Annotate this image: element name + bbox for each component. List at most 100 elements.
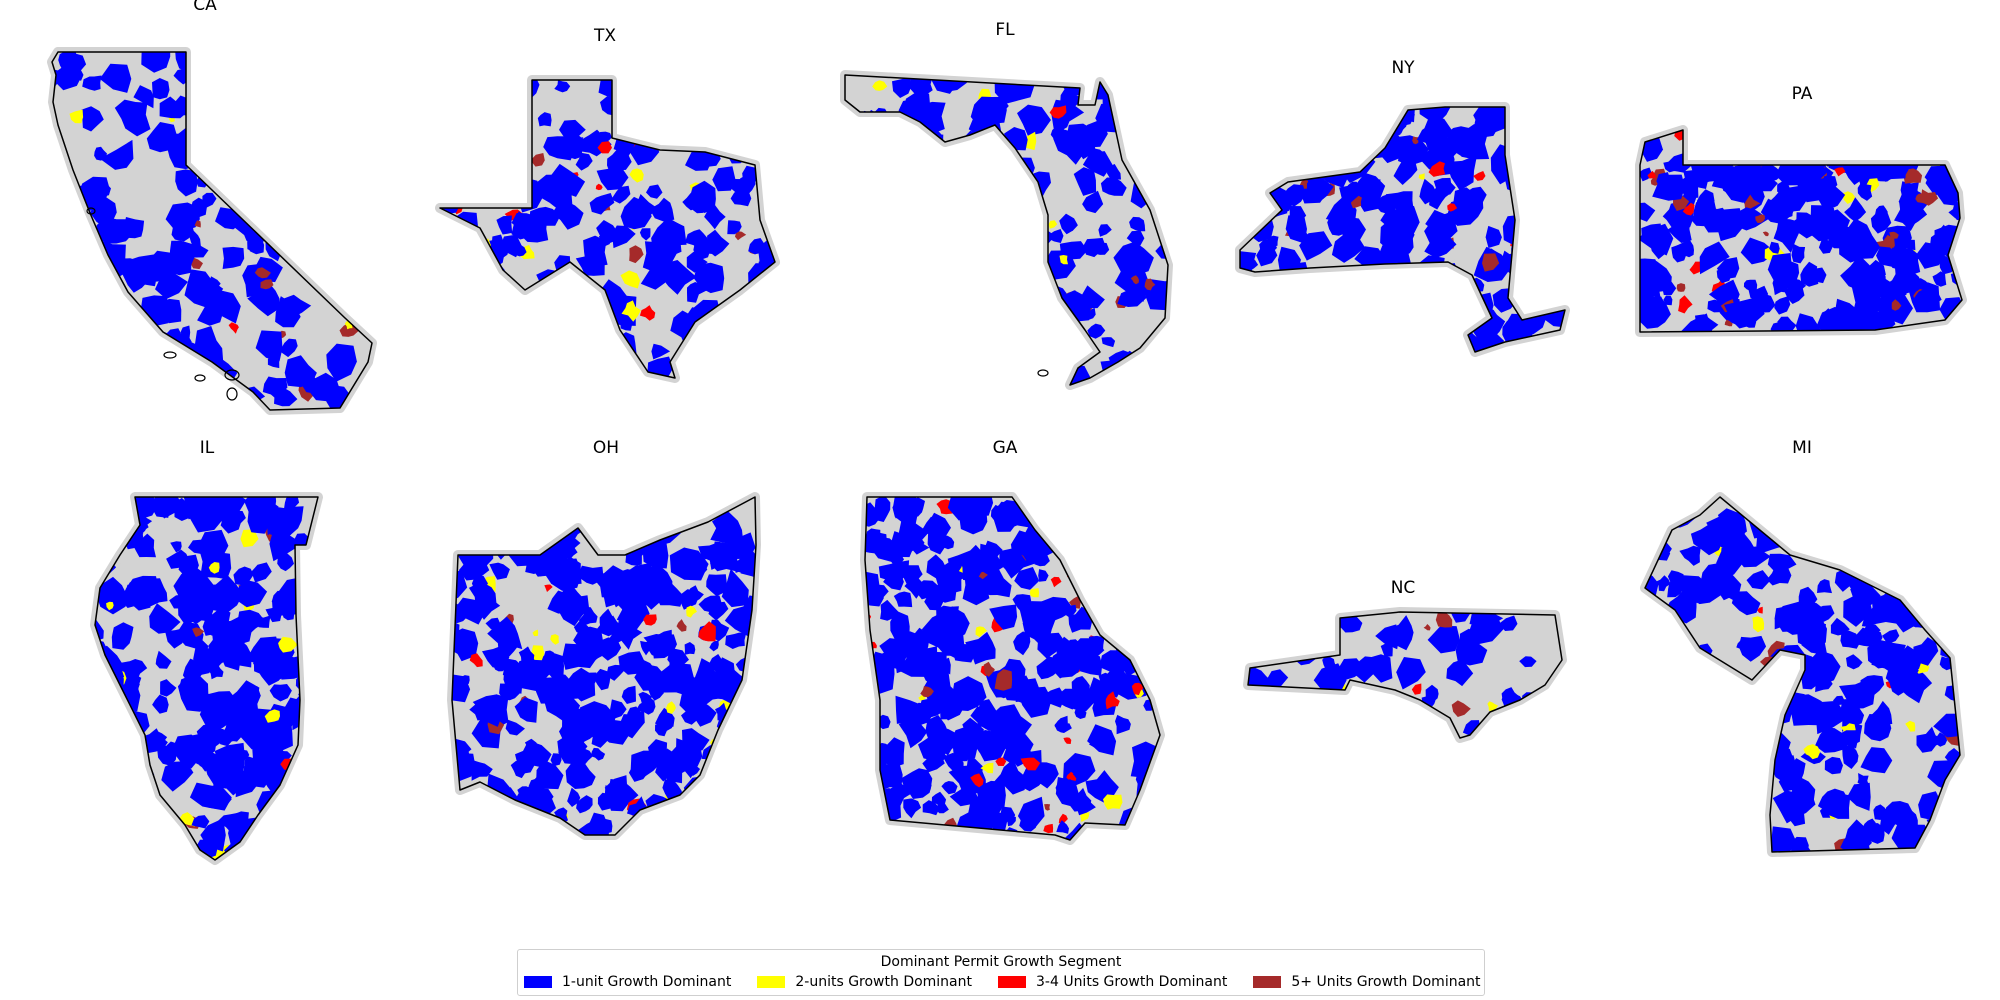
region-blue xyxy=(496,215,513,235)
region-blue xyxy=(573,618,589,635)
region-blue xyxy=(695,805,729,831)
region-blue xyxy=(1074,706,1087,719)
region-blue xyxy=(1323,278,1355,301)
region-blue xyxy=(529,537,564,577)
region-blue xyxy=(95,811,118,843)
region-yellow xyxy=(498,514,519,534)
region-blue xyxy=(189,782,232,811)
region-blue xyxy=(300,130,330,162)
region-blue xyxy=(1419,334,1433,352)
region-blue xyxy=(738,788,756,817)
region-blue xyxy=(1441,320,1464,338)
region-blue xyxy=(732,307,759,333)
region-blue xyxy=(299,738,318,771)
region-blue xyxy=(1840,698,1865,732)
region-red xyxy=(499,820,505,825)
region-blue xyxy=(440,134,461,166)
region-blue xyxy=(660,108,688,138)
region-blue xyxy=(893,262,913,279)
region-brown xyxy=(1534,261,1551,279)
region-blue xyxy=(1241,165,1267,188)
region-blue xyxy=(1913,637,1939,666)
region-blue xyxy=(1336,275,1359,295)
region-blue xyxy=(952,270,976,291)
region-blue xyxy=(1106,164,1121,180)
region-blue xyxy=(1780,758,1806,788)
region-blue xyxy=(636,751,656,773)
region-yellow xyxy=(276,636,298,653)
region-blue xyxy=(1338,115,1352,132)
region-blue xyxy=(1792,212,1817,239)
region-blue xyxy=(986,142,1008,159)
state-outline-ga xyxy=(864,496,1161,841)
region-blue xyxy=(294,361,304,371)
region-blue xyxy=(1306,279,1333,301)
region-blue xyxy=(1919,497,1949,513)
region-blue xyxy=(440,80,459,104)
region-blue xyxy=(1248,633,1263,658)
region-blue xyxy=(925,715,948,743)
region-blue xyxy=(1542,249,1565,279)
region-blue xyxy=(102,347,118,366)
region-blue xyxy=(916,190,939,208)
region-blue xyxy=(895,695,924,724)
region-blue xyxy=(1071,676,1090,694)
region-red xyxy=(544,584,553,592)
region-blue xyxy=(482,644,510,669)
region-blue xyxy=(198,529,229,563)
region-brown xyxy=(440,279,448,291)
legend-item-5-plus-units: 5+ Units Growth Dominant xyxy=(1253,974,1481,990)
region-blue xyxy=(1803,499,1817,510)
region-blue xyxy=(1425,209,1453,237)
region-blue xyxy=(1327,214,1351,236)
region-blue xyxy=(1543,184,1564,205)
region-blue xyxy=(1674,682,1696,703)
region-blue xyxy=(1645,636,1665,659)
region-blue xyxy=(620,196,652,230)
region-brown xyxy=(1891,299,1902,311)
region-blue xyxy=(155,265,188,300)
region-blue xyxy=(1064,542,1089,566)
region-blue xyxy=(1050,125,1066,141)
region-blue xyxy=(1535,279,1562,311)
region-blue xyxy=(670,743,690,767)
region-blue xyxy=(1152,340,1168,361)
region-blue xyxy=(694,80,710,92)
region-blue xyxy=(160,679,177,697)
region-blue xyxy=(247,235,264,253)
region-blue xyxy=(1349,290,1384,320)
region-blue xyxy=(540,769,559,787)
state-map-ny: NY xyxy=(1235,58,1570,357)
state-outline-nc xyxy=(1247,611,1563,739)
region-blue xyxy=(1057,687,1085,710)
region-base-fl xyxy=(840,70,1173,390)
region-blue xyxy=(940,606,970,641)
region-blue xyxy=(265,506,295,535)
region-blue xyxy=(1847,782,1871,811)
region-blue xyxy=(1098,224,1112,237)
region-yellow xyxy=(1080,812,1090,822)
region-blue xyxy=(1440,180,1456,195)
region-blue xyxy=(966,758,984,779)
region-blue xyxy=(1012,594,1032,614)
region-blue xyxy=(1101,498,1132,531)
region-blue xyxy=(1469,612,1504,627)
region-blue xyxy=(1719,707,1748,735)
region-blue xyxy=(1248,276,1261,289)
region-blue xyxy=(502,160,518,177)
region-blue xyxy=(898,718,928,749)
region-blue xyxy=(353,246,372,271)
region-blue xyxy=(1254,282,1285,309)
region-blue xyxy=(1790,144,1810,161)
region-blue xyxy=(1941,601,1953,615)
region-blue xyxy=(513,516,538,541)
region-blue xyxy=(1115,714,1131,735)
region-blue xyxy=(661,260,697,295)
region-red xyxy=(524,533,541,550)
region-blue xyxy=(1685,767,1700,789)
state-outline-oh xyxy=(451,496,757,836)
region-blue xyxy=(440,301,459,324)
region-brown xyxy=(1069,594,1081,609)
region-yellow xyxy=(1327,150,1343,164)
region-blue xyxy=(559,119,586,140)
